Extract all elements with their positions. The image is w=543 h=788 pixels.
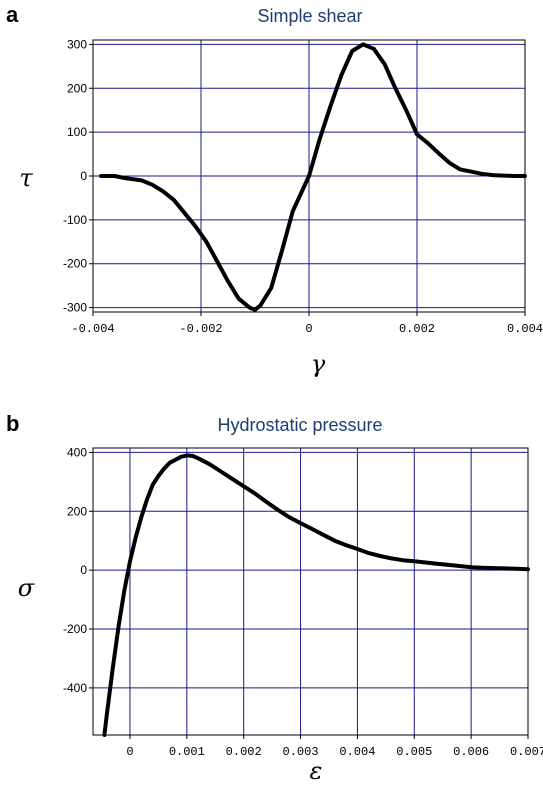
panel-a: a Simple shear 300 200 100 0 -100 -200 -300 -0… [6, 2, 543, 378]
x-tick-label: 0.005 [396, 745, 432, 759]
y-tick-label: -100 [63, 213, 87, 227]
x-tick-label: 0.003 [283, 745, 319, 759]
y-tick-label: 200 [67, 81, 87, 95]
y-tick-label: -200 [63, 257, 87, 271]
x-tick-label: 0.002 [399, 322, 435, 336]
chart-b-grid [93, 448, 528, 735]
y-tick-label: 100 [67, 125, 87, 139]
panel-b-letter: b [6, 411, 19, 436]
chart-b-title: Hydrostatic pressure [217, 415, 382, 435]
x-tick-label: 0.002 [226, 745, 262, 759]
chart-b-frame [92, 447, 529, 736]
chart-b-series-line [102, 453, 530, 737]
x-tick-label: 0 [305, 322, 312, 336]
x-tick-label: 0 [126, 745, 133, 759]
y-tick-label: 400 [67, 445, 87, 459]
chart-b-x-axis-label: ε [310, 757, 323, 785]
y-tick-label: 0 [80, 169, 87, 183]
panel-a-letter: a [6, 2, 19, 27]
chart-a-y-axis-label: τ [19, 164, 33, 192]
chart-b-y-axis-label: σ [18, 574, 35, 602]
y-tick-label: -300 [63, 301, 87, 315]
chart-a-title: Simple shear [257, 6, 362, 26]
y-tick-label: 0 [80, 563, 87, 577]
chart-b-y-ticks: 400 200 0 -200 -400 [63, 445, 93, 695]
x-tick-label: -0.004 [71, 322, 114, 336]
chart-a-x-axis-label: γ [311, 350, 326, 378]
x-tick-label: 0.007 [510, 745, 543, 759]
panel-b: b Hydrostatic pressure 400 200 0 -200 -400 0… [6, 411, 543, 785]
chart-b-x-ticks: 0 0.001 0.002 0.003 0.004 0.005 0.006 0.007 [126, 735, 543, 759]
x-tick-label: 0.006 [453, 745, 489, 759]
y-tick-label: 300 [67, 37, 87, 51]
y-tick-label: -200 [63, 622, 87, 636]
chart-a-series-line [99, 42, 527, 312]
y-tick-label: 200 [67, 504, 87, 518]
chart-a-x-ticks: -0.004 -0.002 0 0.002 0.004 [71, 312, 543, 336]
y-tick-label: -400 [63, 681, 87, 695]
x-tick-label: 0.001 [169, 745, 205, 759]
x-tick-label: 0.004 [507, 322, 543, 336]
chart-a-y-ticks: 300 200 100 0 -100 -200 -300 [63, 37, 93, 315]
chart-a-grid [93, 40, 525, 312]
x-tick-label: 0.004 [339, 745, 375, 759]
x-tick-label: -0.002 [179, 322, 222, 336]
